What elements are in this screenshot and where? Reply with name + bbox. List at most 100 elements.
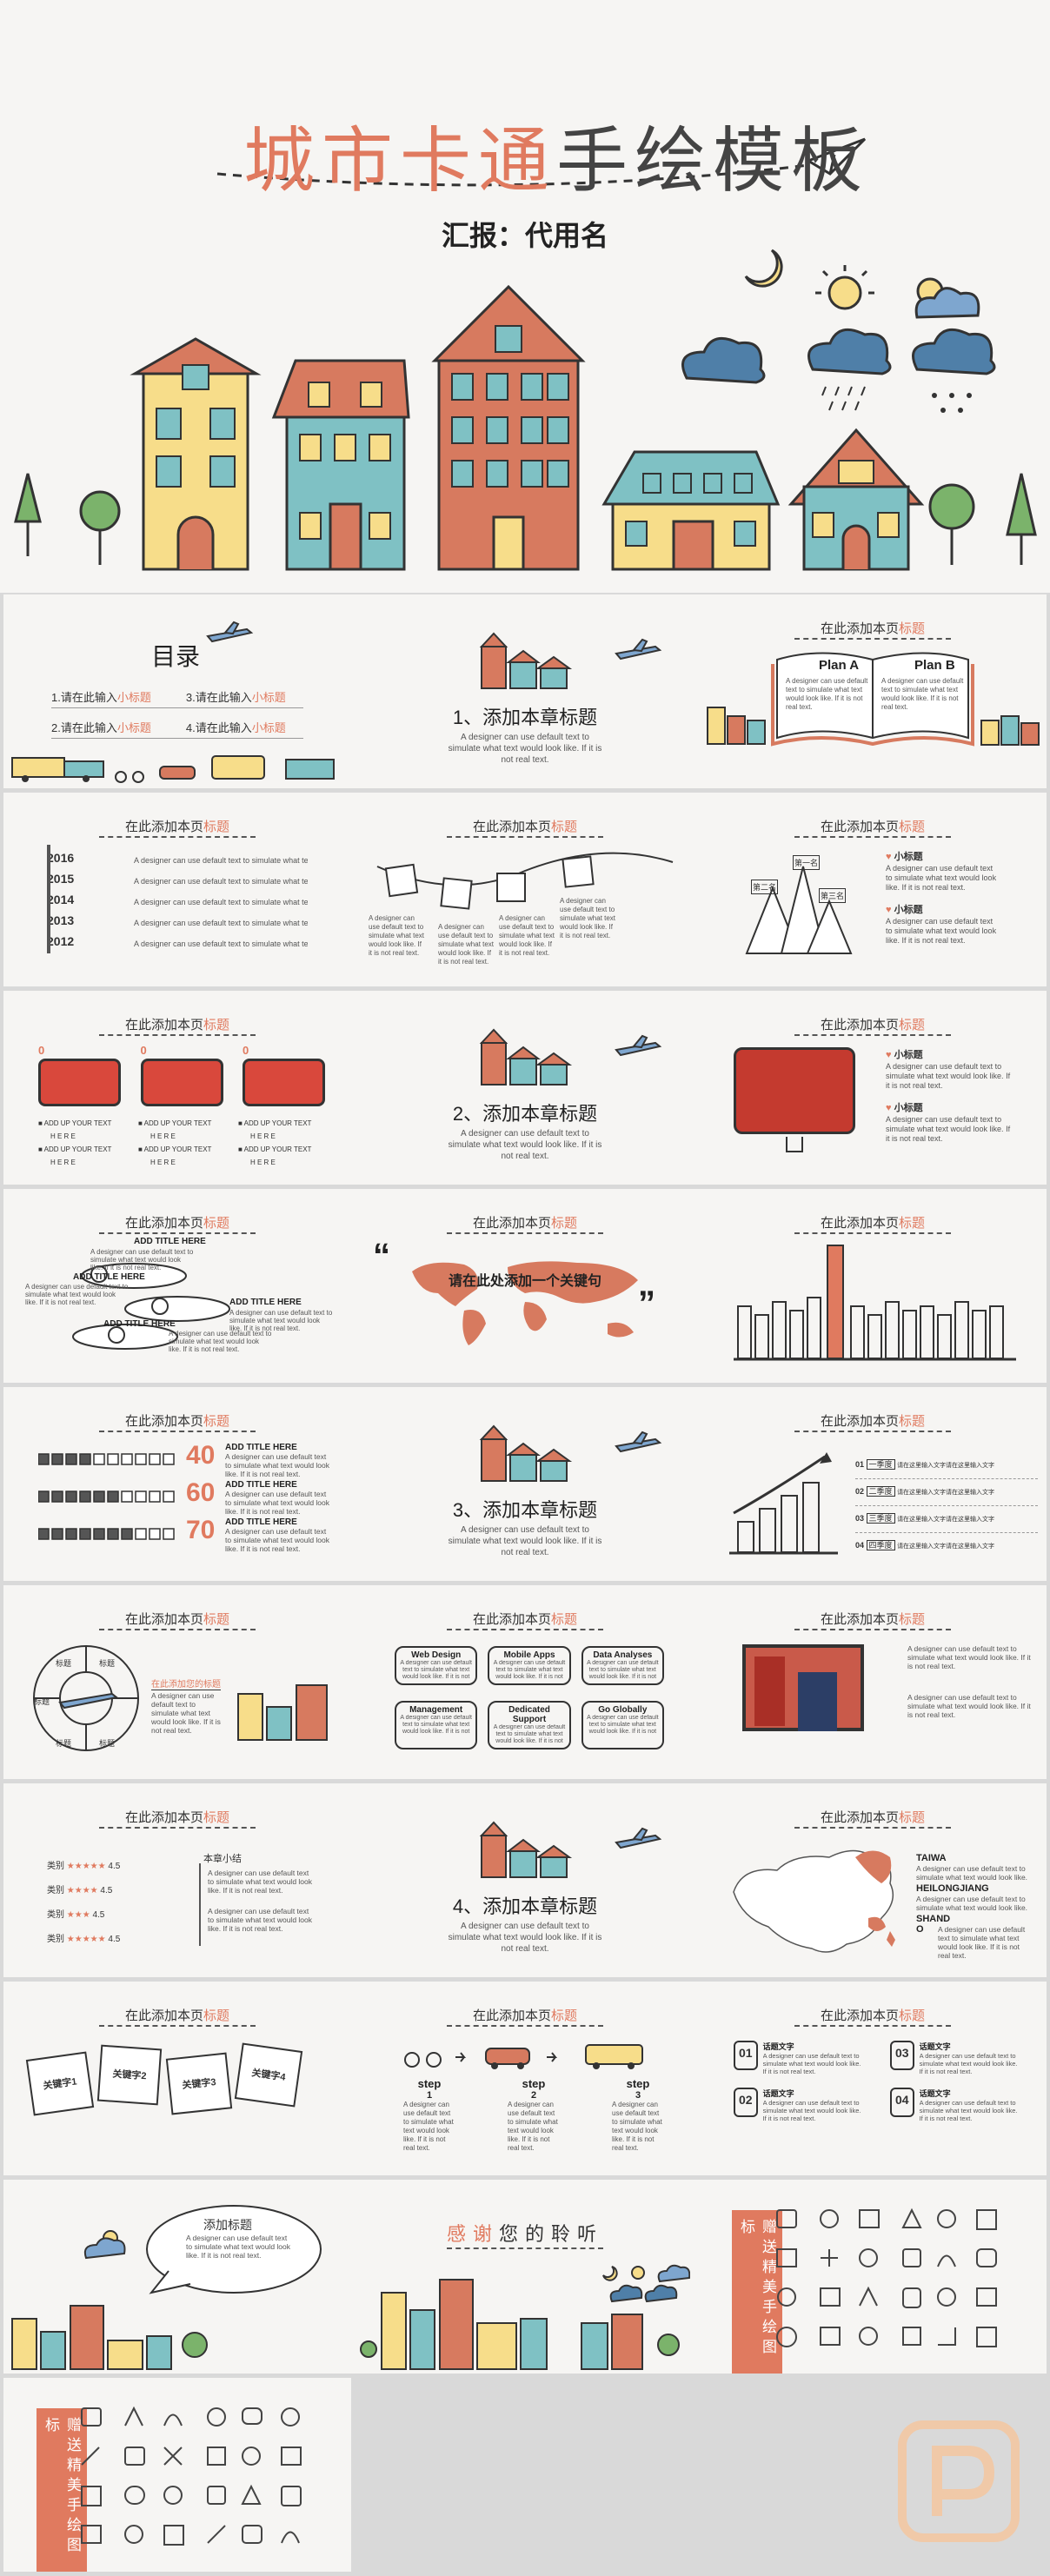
keyword-card[interactable]: 关键字2 bbox=[96, 2044, 163, 2106]
slide-plan-book[interactable]: 在此添加本页标题 Plan A Plan B A designer can us… bbox=[699, 594, 1047, 788]
slide-keywords[interactable]: 在此添加本页标题 关键字1 关键字2 关键字3 关键字4 bbox=[3, 1982, 351, 2175]
service-box[interactable]: Data Analyses A designer can use default … bbox=[581, 1646, 664, 1685]
slide-hanging-notes[interactable]: 在此添加本页标题 A designer can use default text… bbox=[351, 793, 699, 986]
airplane-icon bbox=[615, 638, 662, 661]
airplane-icon bbox=[615, 1431, 662, 1453]
toc-item[interactable]: 2.请在此输入小标题 bbox=[51, 721, 151, 734]
slide-steps[interactable]: 在此添加本页标题 step 1 A designer can use default… bbox=[351, 1982, 699, 2175]
star-icon: ★★★★★ bbox=[66, 1862, 106, 1871]
slide-circle[interactable]: 在此添加本页标题 标题 标题 标题 标题 标题 在此添加您的标题 A desig… bbox=[3, 1585, 351, 1779]
slide-icon-set-2[interactable]: 赠送精美手绘图标 bbox=[3, 2378, 351, 2572]
slide-buses[interactable]: 在此添加本页标题 0 0 0 ■ ADD UP YOUR TEXT H E R E… bbox=[3, 991, 351, 1185]
topic-item[interactable]: 03 话题文字 A designer can use default text to… bbox=[890, 2041, 1020, 2075]
slide-title: 在此添加本页标题 bbox=[820, 1414, 926, 1429]
keyword-card[interactable]: 关键字4 bbox=[234, 2042, 303, 2108]
houses-icon bbox=[479, 1821, 573, 1878]
tree-icon bbox=[1006, 473, 1037, 565]
vehicles-illustration bbox=[404, 2044, 643, 2069]
balloon-title: 添加标题 bbox=[203, 2218, 252, 2232]
slide-title: 在此添加本页标题 bbox=[820, 2008, 926, 2023]
slide-title: 在此添加本页标题 bbox=[820, 621, 926, 636]
slide-services[interactable]: 在此添加本页标题 Web Design A designer can use de… bbox=[351, 1585, 699, 1779]
tree-icon bbox=[79, 490, 121, 565]
partly-cloudy-icon bbox=[914, 277, 980, 319]
slide-rating[interactable]: 在此添加本页标题 类别 ★★★★★ 4.5 类别 ★★★★ 4.5 类别 ★★★… bbox=[3, 1783, 351, 1977]
topic-item[interactable]: 01 话题文字 A designer can use default text to… bbox=[734, 2041, 864, 2075]
timeline-years: 2016 2015 2014 2013 2012 bbox=[47, 851, 75, 948]
slide-china-map[interactable]: 在此添加本页标题 TAIWA A designer can use defaul… bbox=[699, 1783, 1047, 1977]
houses-icon bbox=[479, 1424, 573, 1482]
cover-slide[interactable]: 城市卡通手绘模板 汇报：代用名 bbox=[0, 0, 1050, 593]
service-box[interactable]: Management A designer can use default tex… bbox=[395, 1701, 478, 1749]
slide-balloon[interactable]: 添加标题 A designer can use default text to … bbox=[3, 2180, 351, 2374]
topic-item[interactable]: 04 话题文字 A designer can use default text to… bbox=[890, 2088, 1020, 2122]
slide-title: 在此添加本页标题 bbox=[124, 820, 230, 834]
slide-chapter-3[interactable]: 3、添加本章标题 A designer can use default text… bbox=[351, 1387, 699, 1581]
slide-title: 在此添加本页标题 bbox=[472, 1216, 578, 1231]
slide-title: 在此添加本页标题 bbox=[472, 2008, 578, 2023]
paper-plane-icon bbox=[805, 137, 867, 176]
small-house-icon bbox=[788, 428, 925, 571]
slide-phone-booth[interactable]: 在此添加本页标题 A designer can use default text… bbox=[699, 1585, 1047, 1779]
service-box[interactable]: Dedicated Support A designer can use defa… bbox=[488, 1701, 571, 1749]
slide-pyramid[interactable]: 在此添加本页标题 第一名 第二名 第三名 ♥ 小标题 A designer ca… bbox=[699, 793, 1047, 986]
pyramid-chart-icon bbox=[745, 866, 853, 954]
key-sentence: 请在此处添加一个关键句 bbox=[448, 1274, 601, 1289]
open-book-icon bbox=[771, 652, 974, 747]
photo-frame bbox=[742, 1644, 864, 1731]
brick-house-icon bbox=[431, 284, 586, 571]
slide-growth[interactable]: 在此添加本页标题 01 一季度 请在这里输入文字请在这里输入文字 02 二季度 … bbox=[699, 1387, 1047, 1581]
slide-chapter-1[interactable]: 1、添加本章标题 A designer can use default text… bbox=[351, 594, 699, 788]
logo-watermark bbox=[898, 2420, 1020, 2542]
icon-set-label: 赠送精美手绘图标 bbox=[37, 2408, 87, 2572]
slide-icon-set-1[interactable]: 赠送精美手绘图标 bbox=[699, 2180, 1047, 2374]
numbered-coins-icon bbox=[72, 1263, 230, 1350]
photo-card: 0 bbox=[38, 1043, 121, 1106]
circular-diagram-icon bbox=[33, 1645, 139, 1751]
keyword-card[interactable]: 关键字3 bbox=[165, 2052, 233, 2115]
slide-world-map[interactable]: 在此添加本页标题 “ ” 请在此处添加一个关键句 bbox=[351, 1189, 699, 1383]
service-box[interactable]: Go Globally A designer can use default te… bbox=[581, 1701, 664, 1749]
toc-item[interactable]: 4.请在此输入小标题 bbox=[185, 721, 286, 734]
slide-mailbox[interactable]: 在此添加本页标题 ♥ 小标题 A designer can use defaul… bbox=[699, 991, 1047, 1185]
tree-icon bbox=[14, 473, 42, 556]
slide-bar-chart[interactable]: 在此添加本页标题 bbox=[699, 1189, 1047, 1383]
chapter-title: 3、添加本章标题 bbox=[452, 1499, 598, 1521]
slide-progress[interactable]: 在此添加本页标题 40 60 70 ADD TITLE HERE A design… bbox=[3, 1387, 351, 1581]
houses-icon bbox=[237, 1684, 328, 1741]
slide-add-title-cogs[interactable]: 在此添加本页标题 ADD TITLE HERE A designer can u… bbox=[3, 1189, 351, 1383]
teal-house-icon bbox=[271, 359, 410, 571]
slide-toc[interactable]: 目录 1.请在此输入小标题 3.请在此输入小标题 2.请在此输入小标题 4.请在… bbox=[3, 594, 351, 788]
slide-thanks[interactable]: 感谢您的聆听 bbox=[351, 2180, 699, 2374]
partly-cloudy-icon bbox=[83, 2230, 126, 2260]
sun-icon bbox=[815, 265, 874, 310]
snow-cloud-icon bbox=[912, 328, 996, 413]
star-icon: ★★★★ bbox=[66, 1886, 98, 1895]
slide-topics[interactable]: 在此添加本页标题 01 话题文字 A designer can use defaul… bbox=[699, 1982, 1047, 2175]
cover-subtitle: 汇报：代用名 bbox=[441, 220, 608, 251]
quote-close-icon: ” bbox=[638, 1285, 655, 1323]
slide-title: 在此添加本页标题 bbox=[472, 1612, 578, 1627]
photo-card: 0 bbox=[140, 1043, 223, 1106]
chapter-desc: A designer can use default text to simul… bbox=[448, 1525, 602, 1557]
slide-title: 在此添加本页标题 bbox=[124, 1414, 230, 1429]
slide-chapter-2[interactable]: 2、添加本章标题 A designer can use default text… bbox=[351, 991, 699, 1185]
houses-icon bbox=[479, 1028, 573, 1086]
rating-list: 类别 ★★★★★ 4.5 类别 ★★★★ 4.5 类别 ★★★ 4.5 类别 ★… bbox=[47, 1862, 121, 1944]
airplane-icon bbox=[206, 621, 254, 643]
airplane-icon bbox=[615, 1827, 662, 1849]
moon-icon bbox=[744, 249, 783, 288]
toc-item[interactable]: 1.请在此输入小标题 bbox=[51, 691, 151, 704]
plan-b-label: Plan B bbox=[914, 658, 955, 673]
slide-timeline[interactable]: 在此添加本页标题 2016 2015 2014 2013 2012 A designer… bbox=[3, 793, 351, 986]
chapter-desc: A designer can use default text to simul… bbox=[448, 1129, 602, 1161]
photo-card: 0 bbox=[243, 1043, 325, 1106]
keyword-card[interactable]: 关键字1 bbox=[25, 2051, 95, 2116]
topic-item[interactable]: 02 话题文字 A designer can use default text to… bbox=[734, 2088, 864, 2122]
city-illustration bbox=[14, 137, 1037, 571]
service-box[interactable]: Mobile Apps A designer can use default te… bbox=[488, 1646, 571, 1685]
slide-title: 在此添加本页标题 bbox=[820, 820, 926, 834]
toc-item[interactable]: 3.请在此输入小标题 bbox=[185, 691, 286, 704]
slide-chapter-4[interactable]: 4、添加本章标题 A designer can use default text… bbox=[351, 1783, 699, 1977]
service-box[interactable]: Web Design A designer can use default tex… bbox=[395, 1646, 478, 1685]
